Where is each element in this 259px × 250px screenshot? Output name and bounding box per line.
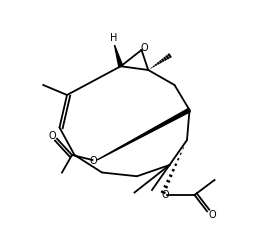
- Text: H: H: [110, 33, 117, 43]
- Text: O: O: [208, 210, 216, 220]
- Text: O: O: [90, 156, 98, 166]
- Text: O: O: [48, 131, 56, 141]
- Polygon shape: [97, 108, 190, 160]
- Text: O: O: [141, 43, 148, 53]
- Text: O: O: [161, 190, 169, 200]
- Polygon shape: [114, 45, 123, 67]
